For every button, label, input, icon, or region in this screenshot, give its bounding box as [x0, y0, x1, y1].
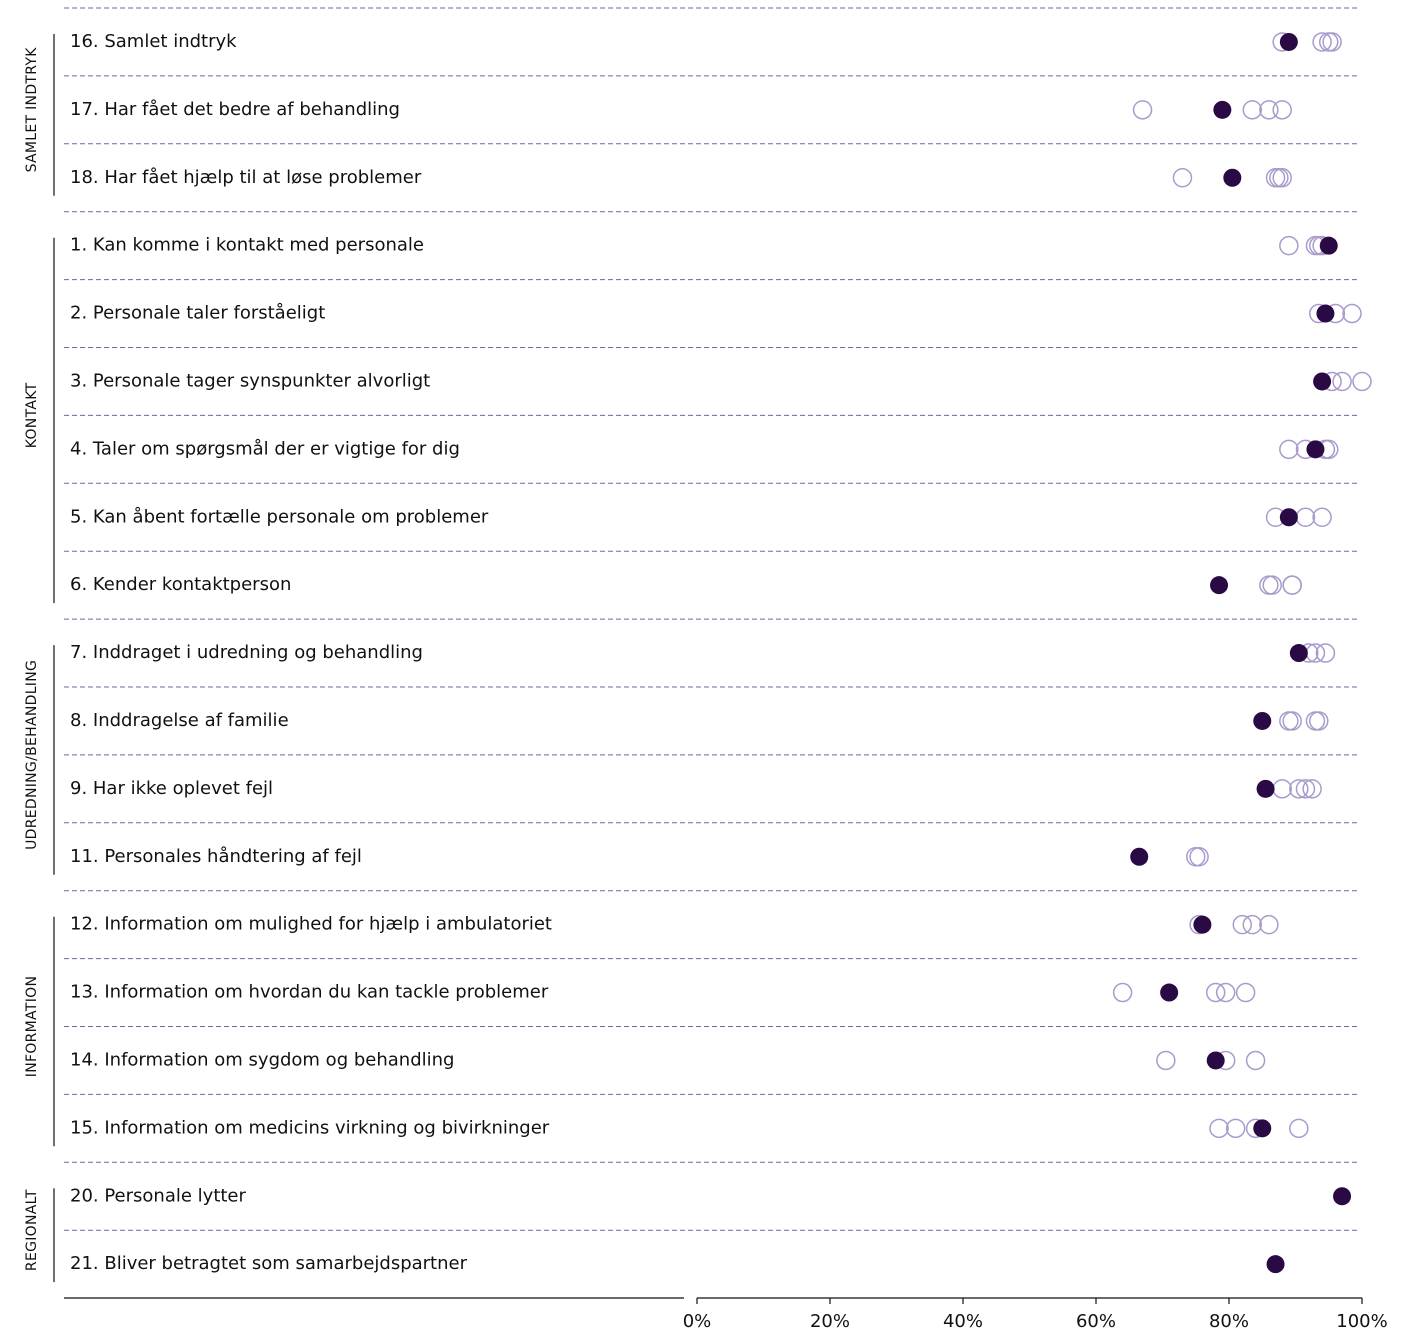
- comparison-marker: [1289, 779, 1309, 799]
- comparison-marker: [1156, 1050, 1176, 1071]
- primary-value-marker: [1253, 1119, 1272, 1138]
- primary-value-marker: [1160, 983, 1179, 1002]
- comparison-marker: [1272, 100, 1292, 120]
- row-label: 12. Information om mulighed for hjælp i …: [70, 914, 552, 935]
- group-label: UDREDNING/BEHANDLING: [24, 660, 40, 850]
- row-label: 8. Inddragelse af familie: [70, 710, 289, 731]
- comparison-marker: [1242, 100, 1263, 120]
- row-label: 20. Personale lytter: [70, 1185, 247, 1206]
- primary-value-marker: [1223, 168, 1242, 187]
- comparison-marker: [1279, 439, 1299, 460]
- comparison-marker: [1342, 303, 1362, 324]
- row-label: 14. Information om sygdom og behandling: [70, 1049, 454, 1070]
- comparison-marker: [1189, 847, 1209, 867]
- comparison-marker: [1289, 1118, 1309, 1139]
- primary-value-marker: [1306, 440, 1325, 459]
- comparison-marker: [1242, 914, 1263, 935]
- comparison-marker: [1132, 100, 1153, 120]
- row-label: 9. Har ikke oplevet fejl: [70, 778, 273, 799]
- comparison-marker: [1282, 711, 1302, 731]
- x-axis-tick-label: 100%: [1336, 1311, 1387, 1332]
- comparison-marker: [1235, 982, 1256, 1003]
- primary-value-marker: [1213, 100, 1232, 119]
- primary-value-marker: [1333, 1187, 1352, 1206]
- primary-value-marker: [1316, 304, 1335, 323]
- comparison-marker: [1309, 711, 1329, 731]
- primary-value-marker: [1313, 372, 1332, 391]
- group-label: INFORMATION: [24, 976, 40, 1077]
- row-label: 4. Taler om spørgsmål der er vigtige for…: [70, 438, 460, 459]
- primary-value-marker: [1279, 32, 1298, 51]
- row-label: 13. Information om hvordan du kan tackle…: [70, 982, 549, 1003]
- primary-value-marker: [1210, 576, 1229, 595]
- primary-value-marker: [1319, 236, 1338, 255]
- x-axis-tick-label: 40%: [943, 1311, 983, 1332]
- group-label: SAMLET INDTRYK: [24, 47, 40, 173]
- comparison-marker: [1315, 643, 1336, 663]
- row-label: 1. Kan komme i kontakt med personale: [70, 235, 424, 256]
- primary-value-marker: [1193, 915, 1212, 934]
- comparison-marker: [1215, 982, 1236, 1003]
- comparison-marker: [1272, 779, 1292, 799]
- comparison-marker: [1172, 168, 1193, 188]
- comparison-marker: [1295, 779, 1316, 799]
- primary-value-marker: [1279, 508, 1298, 527]
- row-label: 16. Samlet indtryk: [70, 31, 237, 52]
- row-label: 18. Har fået hjælp til at løse problemer: [70, 167, 422, 188]
- comparison-marker: [1312, 32, 1332, 52]
- comparison-marker: [1282, 575, 1302, 595]
- comparison-marker: [1112, 982, 1133, 1003]
- comparison-marker: [1232, 914, 1253, 935]
- comparison-marker: [1262, 575, 1282, 595]
- comparison-marker: [1225, 1118, 1246, 1139]
- row-label: 21. Bliver betragtet som samarbejdspartn…: [70, 1253, 468, 1274]
- comparison-marker: [1295, 507, 1316, 527]
- primary-value-marker: [1256, 779, 1275, 798]
- comparison-marker: [1259, 914, 1279, 935]
- x-axis-tick-label: 80%: [1209, 1311, 1249, 1332]
- primary-value-marker: [1266, 1255, 1285, 1274]
- row-label: 5. Kan åbent fortælle personale om probl…: [70, 506, 489, 527]
- row-label: 11. Personales håndtering af fejl: [70, 846, 362, 867]
- primary-value-marker: [1253, 711, 1272, 730]
- comparison-marker: [1245, 1050, 1266, 1071]
- comparison-marker: [1272, 168, 1292, 188]
- row-label: 2. Personale taler forståeligt: [70, 303, 325, 324]
- row-label: 3. Personale tager synspunkter alvorligt: [70, 370, 430, 391]
- primary-value-marker: [1206, 1051, 1225, 1070]
- primary-value-marker: [1130, 847, 1149, 866]
- row-label: 15. Information om medicins virkning og …: [70, 1117, 550, 1138]
- comparison-marker: [1279, 235, 1299, 256]
- comparison-marker: [1259, 100, 1279, 120]
- comparison-marker: [1209, 1118, 1229, 1139]
- comparison-marker: [1352, 371, 1372, 392]
- group-label: KONTAKT: [24, 382, 40, 448]
- x-axis-tick-label: 20%: [810, 1311, 850, 1332]
- x-axis-tick-label: 0%: [683, 1311, 712, 1332]
- row-label: 6. Kender kontaktperson: [70, 574, 291, 595]
- comparison-marker: [1332, 371, 1352, 392]
- comparison-marker: [1322, 32, 1342, 52]
- comparison-marker: [1302, 779, 1322, 799]
- group-label: REGIONALT: [24, 1189, 40, 1271]
- row-label: 17. Har fået det bedre af behandling: [70, 99, 400, 120]
- x-axis-tick-label: 60%: [1076, 1311, 1116, 1332]
- primary-value-marker: [1289, 644, 1308, 663]
- row-label: 7. Inddraget i udredning og behandling: [70, 642, 423, 663]
- comparison-marker: [1205, 982, 1226, 1003]
- comparison-marker: [1312, 507, 1332, 527]
